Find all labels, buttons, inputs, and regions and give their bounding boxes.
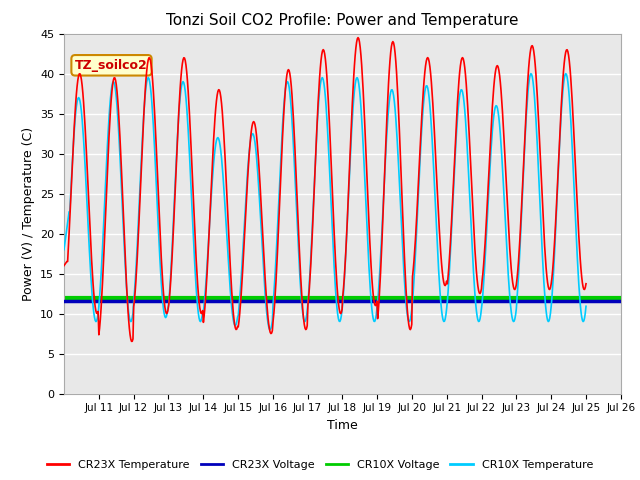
Y-axis label: Power (V) / Temperature (C): Power (V) / Temperature (C) bbox=[22, 127, 35, 300]
X-axis label: Time: Time bbox=[327, 419, 358, 432]
Title: Tonzi Soil CO2 Profile: Power and Temperature: Tonzi Soil CO2 Profile: Power and Temper… bbox=[166, 13, 518, 28]
Text: TZ_soilco2: TZ_soilco2 bbox=[75, 59, 148, 72]
Legend: CR23X Temperature, CR23X Voltage, CR10X Voltage, CR10X Temperature: CR23X Temperature, CR23X Voltage, CR10X … bbox=[43, 456, 597, 474]
